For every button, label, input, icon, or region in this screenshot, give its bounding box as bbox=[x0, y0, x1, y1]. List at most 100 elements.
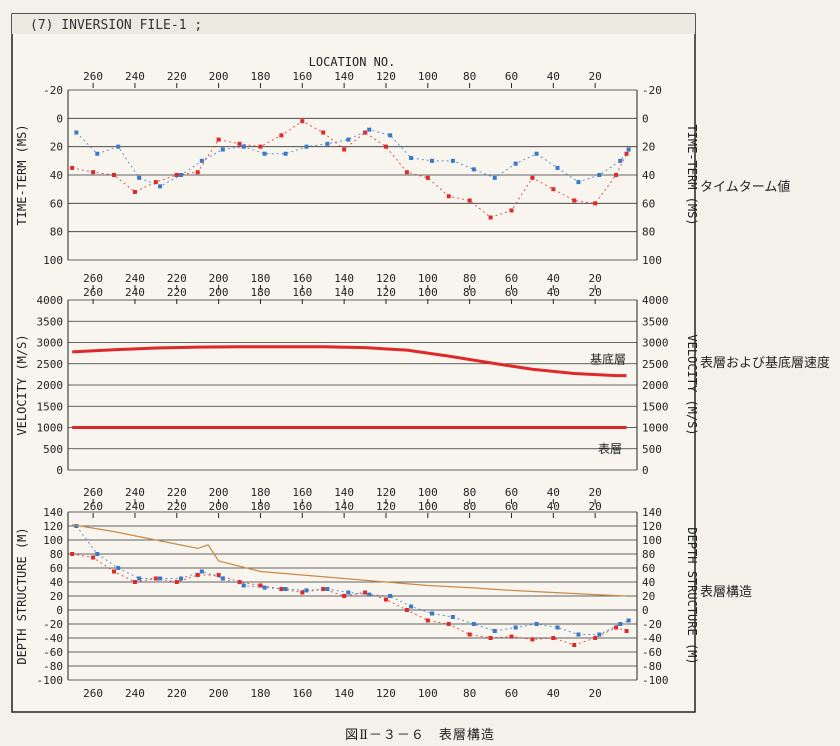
location-tick-label: 240 bbox=[125, 486, 145, 499]
y-tick-label-left: 40 bbox=[50, 576, 63, 589]
location-tick-label: 120 bbox=[376, 486, 396, 499]
data-point-red bbox=[488, 215, 493, 220]
location-tick-label: 140 bbox=[334, 286, 354, 299]
location-tick-label: 180 bbox=[251, 500, 271, 513]
location-tick-label: 200 bbox=[209, 286, 229, 299]
location-tick-label: 20 bbox=[589, 687, 602, 700]
y-tick-label-left: 80 bbox=[50, 226, 63, 239]
y-tick-label-left: 140 bbox=[43, 506, 63, 519]
location-tick-label: 260 bbox=[83, 486, 103, 499]
y-tick-label-left: 60 bbox=[50, 562, 63, 575]
y-tick-label-right: 2000 bbox=[642, 379, 669, 392]
location-tick-label: 220 bbox=[167, 500, 187, 513]
location-tick-label: 60 bbox=[505, 500, 518, 513]
data-point-red bbox=[572, 198, 577, 203]
location-axis-label: LOCATION NO. bbox=[309, 55, 396, 69]
y-tick-label-right: 40 bbox=[642, 169, 655, 182]
location-tick-label: 60 bbox=[505, 70, 518, 83]
data-point-blue bbox=[199, 569, 204, 574]
series-red-trace bbox=[72, 553, 627, 646]
y-tick-label-right: 140 bbox=[642, 506, 662, 519]
data-point-blue bbox=[367, 592, 372, 597]
location-tick-label: 240 bbox=[125, 70, 145, 83]
y-tick-label-right: 1500 bbox=[642, 400, 669, 413]
y-tick-label-right: 80 bbox=[642, 226, 655, 239]
y-tick-label-right: -60 bbox=[642, 646, 662, 659]
location-tick-label: 120 bbox=[376, 286, 396, 299]
location-tick-label: 100 bbox=[418, 286, 438, 299]
data-point-blue bbox=[137, 576, 142, 581]
location-tick-label: 80 bbox=[463, 286, 476, 299]
data-point-red bbox=[279, 587, 284, 591]
data-point-blue bbox=[388, 594, 393, 598]
y-tick-label-left: 120 bbox=[43, 520, 63, 533]
side-label-depth: 表層構造 bbox=[700, 585, 753, 600]
location-tick-label: 220 bbox=[167, 687, 187, 700]
data-point-blue bbox=[325, 141, 330, 146]
annotation-basement: 基底層 bbox=[590, 352, 626, 367]
data-point-blue bbox=[471, 167, 476, 172]
y-tick-label-left: 40 bbox=[50, 169, 63, 182]
series-red-line bbox=[72, 345, 627, 378]
location-tick-label: 260 bbox=[83, 272, 103, 285]
location-tick-label: 20 bbox=[589, 70, 602, 83]
y-tick-label-right: 0 bbox=[642, 464, 649, 477]
data-point-blue bbox=[618, 158, 623, 163]
data-point-red bbox=[132, 580, 137, 584]
y-tick-label-right: 40 bbox=[642, 576, 655, 589]
y-tick-label-right: 2500 bbox=[642, 358, 669, 371]
data-point-blue bbox=[409, 604, 414, 609]
y-tick-label-left: 100 bbox=[43, 254, 63, 267]
data-point-blue bbox=[492, 629, 497, 633]
y-tick-label-right: 3500 bbox=[642, 315, 669, 328]
y-tick-label-left: -20 bbox=[43, 84, 63, 97]
y-tick-label-left: 4000 bbox=[37, 294, 64, 307]
location-tick-label: 160 bbox=[292, 687, 312, 700]
y-tick-label-left: -80 bbox=[43, 660, 63, 673]
location-tick-label: 40 bbox=[547, 272, 560, 285]
y-axis-label-right: VELOCITY (M/S) bbox=[685, 334, 699, 435]
series-red-trace bbox=[72, 120, 627, 219]
location-tick-label: 40 bbox=[547, 500, 560, 513]
data-point-blue bbox=[220, 147, 225, 152]
side-label-time-term: タイムターム値 bbox=[700, 180, 791, 195]
data-point-red bbox=[258, 583, 263, 588]
location-tick-label: 160 bbox=[292, 272, 312, 285]
data-point-red bbox=[321, 130, 326, 135]
data-point-red bbox=[530, 637, 535, 642]
data-point-red bbox=[593, 201, 598, 206]
side-label-velocity: 表層および基底層速度 bbox=[700, 356, 831, 371]
location-tick-label: 120 bbox=[376, 70, 396, 83]
location-tick-label: 40 bbox=[547, 286, 560, 299]
y-tick-label-right: 100 bbox=[642, 254, 662, 267]
location-tick-label: 220 bbox=[167, 70, 187, 83]
location-tick-label: 260 bbox=[83, 286, 103, 299]
location-tick-label: 200 bbox=[209, 500, 229, 513]
y-tick-label-left: 20 bbox=[50, 590, 63, 603]
y-tick-label-right: 80 bbox=[642, 548, 655, 561]
location-tick-label: 80 bbox=[463, 500, 476, 513]
y-tick-label-right: -20 bbox=[642, 84, 662, 97]
y-axis-label-left: TIME-TERM (MS) bbox=[15, 124, 29, 225]
data-point-red bbox=[425, 175, 430, 180]
location-tick-label: 20 bbox=[589, 272, 602, 285]
location-tick-label: 100 bbox=[418, 486, 438, 499]
location-tick-label: 120 bbox=[376, 272, 396, 285]
location-tick-label: 120 bbox=[376, 687, 396, 700]
data-point-red bbox=[174, 173, 179, 177]
y-tick-label-right: 1000 bbox=[642, 422, 669, 435]
y-tick-label-left: 1500 bbox=[37, 400, 64, 413]
location-tick-label: 260 bbox=[83, 70, 103, 83]
data-point-red bbox=[363, 130, 368, 135]
figure-caption: 図Ⅱ－３－６ 表層構造 bbox=[345, 728, 495, 743]
data-point-red bbox=[593, 636, 598, 640]
location-tick-label: 240 bbox=[125, 500, 145, 513]
data-point-red bbox=[216, 137, 221, 142]
location-tick-label: 200 bbox=[209, 486, 229, 499]
data-point-blue bbox=[283, 587, 288, 591]
data-point-blue bbox=[158, 184, 163, 189]
location-tick-label: 140 bbox=[334, 272, 354, 285]
location-tick-label: 60 bbox=[505, 272, 518, 285]
y-tick-label-right: 60 bbox=[642, 562, 655, 575]
y-tick-label-right: 500 bbox=[642, 443, 662, 456]
